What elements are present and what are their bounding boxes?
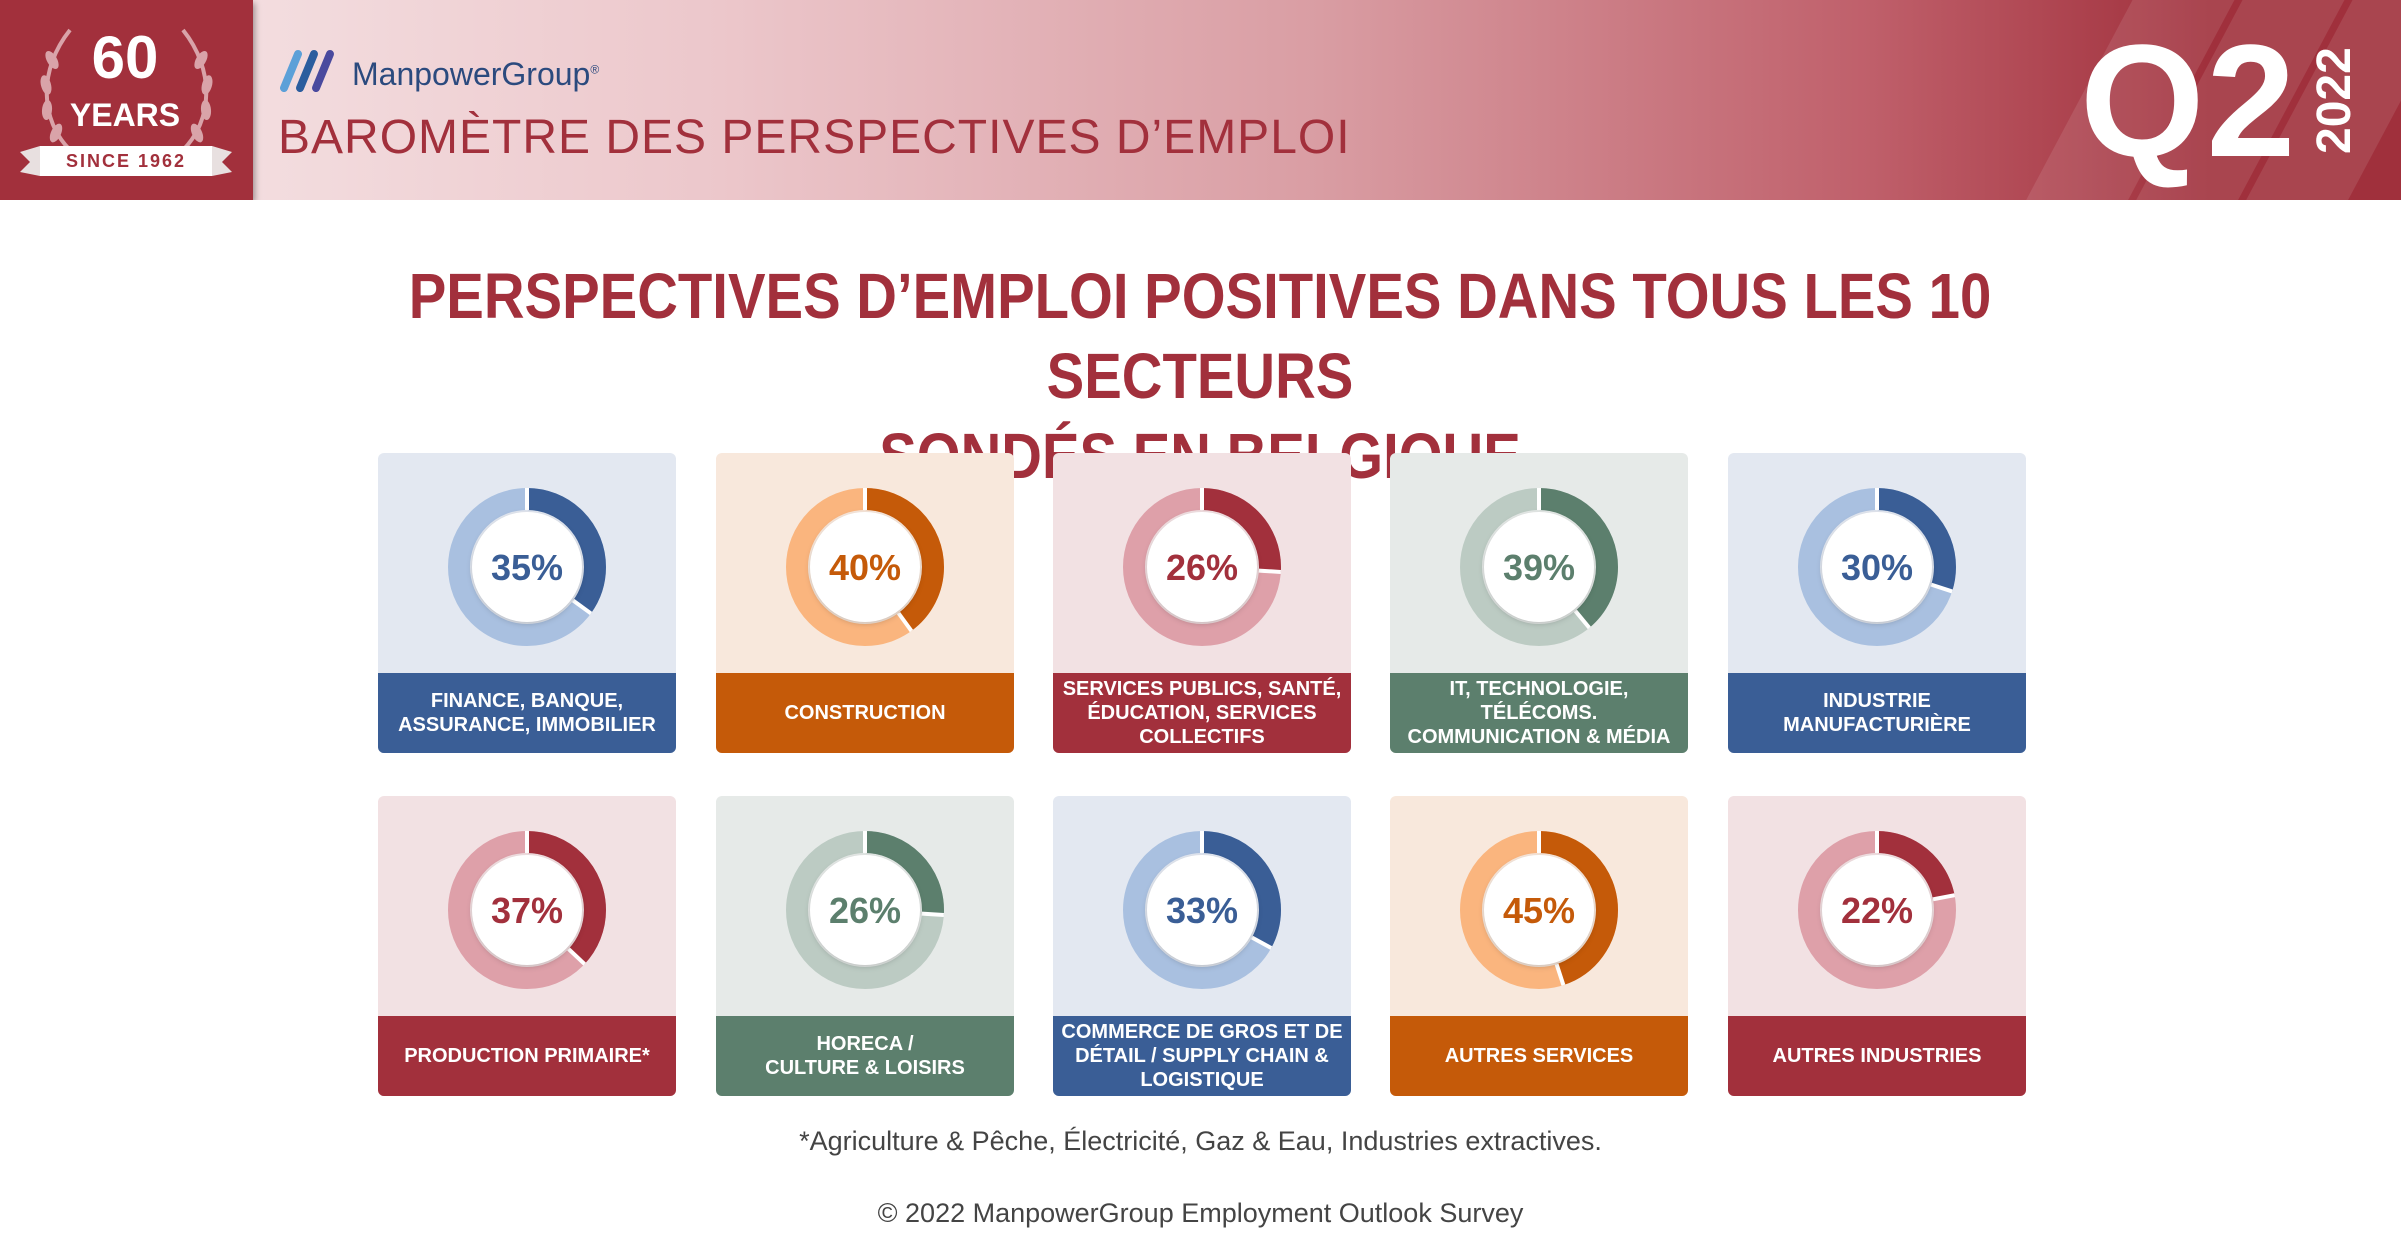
badge-years: YEARS xyxy=(69,97,181,133)
badge-number: 60 xyxy=(91,24,159,91)
value-label: 37% xyxy=(491,890,563,931)
footnote: *Agriculture & Pêche, Électricité, Gaz &… xyxy=(799,1126,1602,1156)
sector-label: SERVICES PUBLICS, SANTÉ, ÉDUCATION, SERVI… xyxy=(1053,673,1351,753)
donut-separator xyxy=(1932,893,1955,902)
value-label: 45% xyxy=(1503,890,1575,931)
sector-label: HORECA / CULTURE & LOISIRS xyxy=(716,1016,1014,1096)
sector-label-text: SERVICES PUBLICS, SANTÉ, ÉDUCATION, SERVI… xyxy=(1062,678,1342,748)
sector-label-text: INDUSTRIE MANUFACTURIÈRE xyxy=(1783,690,1971,736)
sector-label: IT, TECHNOLOGIE, TÉLÉCOMS. COMMUNICATION &… xyxy=(1390,673,1688,753)
donut-chart: 26% xyxy=(1123,488,1281,646)
copyright: © 2022 ManpowerGroup Employment Outlook … xyxy=(877,1198,1524,1228)
donut-chart: 30% xyxy=(1798,488,1956,646)
donut-chart: 35% xyxy=(448,488,606,646)
donut-chart: 40% xyxy=(786,488,944,646)
donut-chart: 39% xyxy=(1460,488,1618,646)
value-label: 22% xyxy=(1841,890,1913,931)
donut-separator xyxy=(1554,963,1566,986)
donut-separator xyxy=(921,911,944,917)
donut-separator xyxy=(567,947,586,966)
sector-label: AUTRES INDUSTRIES xyxy=(1728,1016,2026,1096)
sector-label: COMMERCE DE GROS ET DE DÉTAIL / SUPPLY CH… xyxy=(1053,1016,1351,1096)
quarter-label: Q2 xyxy=(2080,11,2298,190)
sector-label-text: AUTRES INDUSTRIES xyxy=(1772,1045,1982,1067)
sector-card: 33% COMMERCE DE GROS ET DE DÉTAIL / SUPPLY… xyxy=(1053,796,1351,1096)
sector-card: 22% AUTRES INDUSTRIES xyxy=(1728,796,2026,1096)
donut-separator xyxy=(896,611,914,633)
donut-separator xyxy=(1250,935,1273,950)
donut-separator xyxy=(571,598,593,616)
sector-label: CONSTRUCTION xyxy=(716,673,1014,753)
donut-separator xyxy=(1930,582,1953,594)
donut-center xyxy=(1484,855,1594,965)
sector-label: FINANCE, BANQUE, ASSURANCE, IMMOBILIER xyxy=(378,673,676,753)
value-label: 35% xyxy=(491,547,563,588)
header-banner: 60 YEARS SINCE 1962 ManpowerGroup® BAROM… xyxy=(0,0,2401,200)
donut-separator xyxy=(1573,609,1591,630)
donut-center xyxy=(810,512,920,622)
sector-label: PRODUCTION PRIMAIRE* xyxy=(378,1016,676,1096)
donut-center xyxy=(1822,855,1932,965)
donut-center xyxy=(1147,512,1257,622)
sector-label-text: AUTRES SERVICES xyxy=(1444,1045,1634,1067)
value-label: 33% xyxy=(1166,890,1238,931)
sector-label-text: COMMERCE DE GROS ET DE DÉTAIL / SUPPLY CH… xyxy=(1061,1021,1343,1091)
manpowergroup-logo-icon xyxy=(280,50,334,92)
sector-card: 40% CONSTRUCTION xyxy=(716,453,1014,753)
sector-card: 45% AUTRES SERVICES xyxy=(1390,796,1688,1096)
sector-label-text: CONSTRUCTION xyxy=(784,702,946,724)
donut-chart: 45% xyxy=(1460,831,1618,989)
donut-chart: 37% xyxy=(448,831,606,989)
sector-card: 26% SERVICES PUBLICS, SANTÉ, ÉDUCATION, SE… xyxy=(1053,453,1351,753)
sector-card: 26% HORECA / CULTURE & LOISIRS xyxy=(716,796,1014,1096)
sector-label-text: PRODUCTION PRIMAIRE* xyxy=(404,1045,650,1067)
donut-center xyxy=(1147,855,1257,965)
sector-label-text: IT, TECHNOLOGIE, TÉLÉCOMS. COMMUNICATION &… xyxy=(1407,678,1671,748)
sector-label-text: HORECA / CULTURE & LOISIRS xyxy=(765,1033,965,1079)
main-title-line-1: PERSPECTIVES D’EMPLOI POSITIVES DANS TOU… xyxy=(408,260,1992,412)
donut-center xyxy=(810,855,920,965)
sector-card: 37% PRODUCTION PRIMAIRE* xyxy=(378,796,676,1096)
donut-center xyxy=(1822,512,1932,622)
brand-name: ManpowerGroup® xyxy=(352,56,600,92)
donut-chart: 33% xyxy=(1123,831,1281,989)
donut-chart: 22% xyxy=(1798,831,1956,989)
sector-card: 39% IT, TECHNOLOGIE, TÉLÉCOMS. COMMUNICATIO… xyxy=(1390,453,1688,753)
value-label: 30% xyxy=(1841,547,1913,588)
badge-ribbon: SINCE 1962 xyxy=(40,146,212,176)
anniversary-badge: 60 YEARS SINCE 1962 xyxy=(0,0,253,200)
value-label: 26% xyxy=(829,890,901,931)
sector-card: 35% FINANCE, BANQUE, ASSURANCE, IMMOBILIER xyxy=(378,453,676,753)
donut-separator xyxy=(1258,568,1281,574)
donut-chart: 26% xyxy=(786,831,944,989)
value-label: 40% xyxy=(829,547,901,588)
donut-center xyxy=(472,512,582,622)
sector-label-text: FINANCE, BANQUE, ASSURANCE, IMMOBILIER xyxy=(398,690,656,736)
sector-card: 30% INDUSTRIE MANUFACTURIÈRE xyxy=(1728,453,2026,753)
header-title: BAROMÈTRE DES PERSPECTIVES D’EMPLOI xyxy=(278,111,1351,164)
laurel-icon xyxy=(20,28,232,176)
sector-label: AUTRES SERVICES xyxy=(1390,1016,1688,1096)
value-label: 39% xyxy=(1503,547,1575,588)
value-label: 26% xyxy=(1166,547,1238,588)
year-label: 2022 xyxy=(2308,47,2361,154)
sector-label: INDUSTRIE MANUFACTURIÈRE xyxy=(1728,673,2026,753)
donut-center xyxy=(1484,512,1594,622)
donut-center xyxy=(472,855,582,965)
